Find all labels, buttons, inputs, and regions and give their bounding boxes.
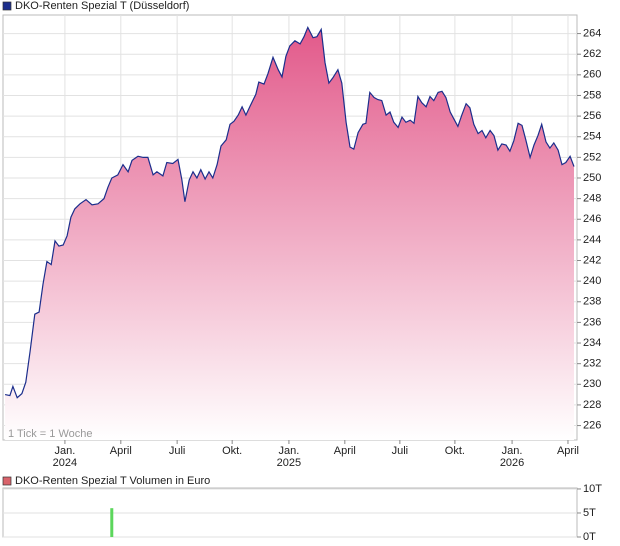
x-tick-label: April xyxy=(109,445,132,457)
legend-swatch xyxy=(2,476,12,486)
y-tick-label: 264 xyxy=(583,27,601,39)
x-tick-label: April xyxy=(556,445,579,457)
x-tick-label: Jan. 2026 xyxy=(499,445,525,469)
y-tick-label: 226 xyxy=(583,419,601,431)
legend-label: DKO-Renten Spezial T Volumen in Euro xyxy=(15,475,210,487)
y-tick-label: 248 xyxy=(583,193,601,205)
y-tick-label: 238 xyxy=(583,296,601,308)
y-tick-label: 242 xyxy=(583,254,601,266)
x-tick-label: Okt. xyxy=(444,445,465,457)
y-tick-label: 250 xyxy=(583,172,601,184)
legend-swatch xyxy=(2,1,12,11)
x-tick-label: April xyxy=(333,445,356,457)
y-tick-label: 232 xyxy=(583,358,601,370)
y-tick-label: 244 xyxy=(583,234,601,246)
y-tick-label: 254 xyxy=(583,131,601,143)
x-tick-label: Jan. 2024 xyxy=(52,445,78,469)
y-tick-label: 246 xyxy=(583,213,601,225)
x-tick-label: Okt. xyxy=(222,445,243,457)
y-tick-label: 5T xyxy=(583,507,596,519)
x-tick-label: Juli xyxy=(391,445,409,457)
y-tick-label: 234 xyxy=(583,337,601,349)
line xyxy=(4,25,575,399)
y-tick-label: 228 xyxy=(583,399,601,411)
y-tick-label: 252 xyxy=(583,151,601,163)
area xyxy=(5,27,575,441)
y-tick-label: 262 xyxy=(583,48,601,60)
y-tick-label: 236 xyxy=(583,316,601,328)
y-tick-label: 10T xyxy=(583,483,602,495)
x-tick-label: Jan. 2025 xyxy=(276,445,302,469)
annotation: 1 Tick = 1 Woche xyxy=(8,428,92,440)
y-tick-label: 260 xyxy=(583,69,601,81)
y-tick-label: 256 xyxy=(583,110,601,122)
y-tick-label: 240 xyxy=(583,275,601,287)
y-tick-label: 0T xyxy=(583,531,596,543)
y-tick-label: 258 xyxy=(583,89,601,101)
bar xyxy=(110,508,114,537)
legend-label: DKO-Renten Spezial T (Düsseldorf) xyxy=(15,0,189,12)
y-tick-label: 230 xyxy=(583,378,601,390)
x-tick-label: Juli xyxy=(168,445,186,457)
